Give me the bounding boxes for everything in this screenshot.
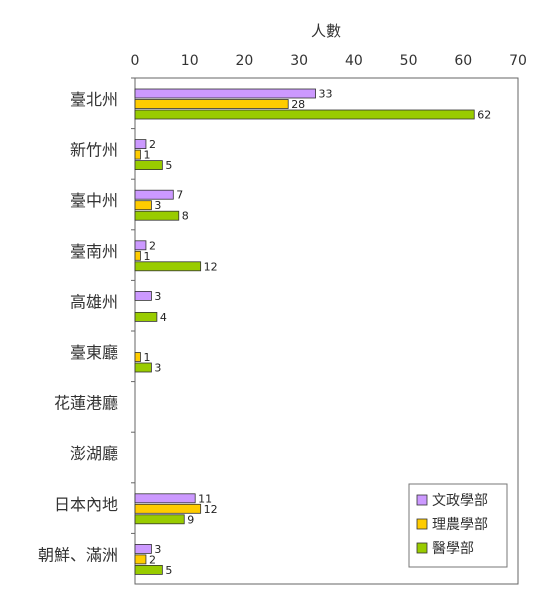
legend-swatch [416, 542, 428, 554]
bar [134, 311, 158, 322]
data-label: 3 [154, 199, 161, 212]
bar [134, 554, 147, 565]
data-label: 3 [154, 543, 161, 556]
category-label: 臺東廳 [70, 343, 118, 362]
data-label: 7 [176, 189, 183, 202]
data-label: 62 [477, 109, 491, 122]
legend-label: 醫學部 [432, 541, 474, 557]
bar [134, 544, 152, 554]
bar [134, 99, 289, 109]
data-label: 33 [319, 88, 333, 101]
bar [134, 139, 147, 150]
bar [134, 290, 152, 301]
category-label: 臺南州 [70, 242, 118, 261]
data-label: 28 [291, 98, 305, 111]
category-label: 臺北州 [70, 90, 118, 109]
x-tick-label: 70 [509, 53, 527, 69]
bar [134, 88, 316, 99]
bar [134, 514, 185, 525]
data-label: 9 [187, 513, 194, 526]
bar [134, 493, 196, 504]
category-label: 花蓮港廳 [54, 394, 118, 413]
bar [134, 565, 163, 575]
category-label: 澎湖廳 [70, 444, 118, 463]
data-label: 3 [154, 362, 161, 375]
category-label: 朝鮮、滿洲 [38, 545, 118, 564]
bar [134, 352, 141, 362]
category-label: 高雄州 [70, 292, 118, 311]
data-label: 4 [160, 311, 167, 324]
category-label: 日本內地 [54, 495, 118, 514]
data-label: 5 [165, 564, 172, 577]
x-tick-label: 0 [131, 53, 140, 69]
data-label: 2 [149, 239, 156, 252]
data-label: 2 [149, 553, 156, 566]
data-label: 3 [154, 290, 161, 303]
bar [134, 240, 147, 251]
data-label: 12 [204, 260, 218, 273]
bar [134, 362, 152, 373]
bar [134, 160, 163, 171]
bar [134, 149, 141, 160]
x-axis-ticks: 0 10 20 30 40 50 60 70 [131, 53, 527, 69]
bar [134, 261, 202, 272]
data-label: 11 [198, 492, 212, 505]
bar [134, 250, 141, 261]
data-label: 1 [143, 149, 150, 162]
data-label: 1 [143, 351, 150, 364]
category-label: 臺中州 [70, 191, 118, 210]
legend-swatch [416, 494, 428, 506]
data-label: 5 [165, 159, 172, 172]
x-tick-label: 30 [290, 53, 308, 69]
legend-label: 理農學部 [432, 517, 488, 533]
legend-label: 文政學部 [432, 493, 488, 509]
x-tick-label: 60 [454, 53, 472, 69]
bar [134, 210, 180, 221]
x-tick-label: 50 [400, 53, 418, 69]
bar-series [134, 88, 475, 575]
data-label: 12 [204, 503, 218, 516]
data-label: 8 [182, 210, 189, 223]
bar [134, 200, 152, 211]
legend-swatch [416, 518, 428, 530]
x-tick-label: 20 [236, 53, 254, 69]
category-label: 新竹州 [70, 141, 118, 160]
x-axis-title: 人數 [311, 22, 341, 40]
x-tick-label: 40 [345, 53, 363, 69]
data-label: 1 [143, 250, 150, 263]
bar [134, 189, 174, 200]
data-label: 2 [149, 138, 156, 151]
bar [134, 503, 202, 514]
bar [134, 109, 475, 120]
x-tick-label: 10 [181, 53, 199, 69]
